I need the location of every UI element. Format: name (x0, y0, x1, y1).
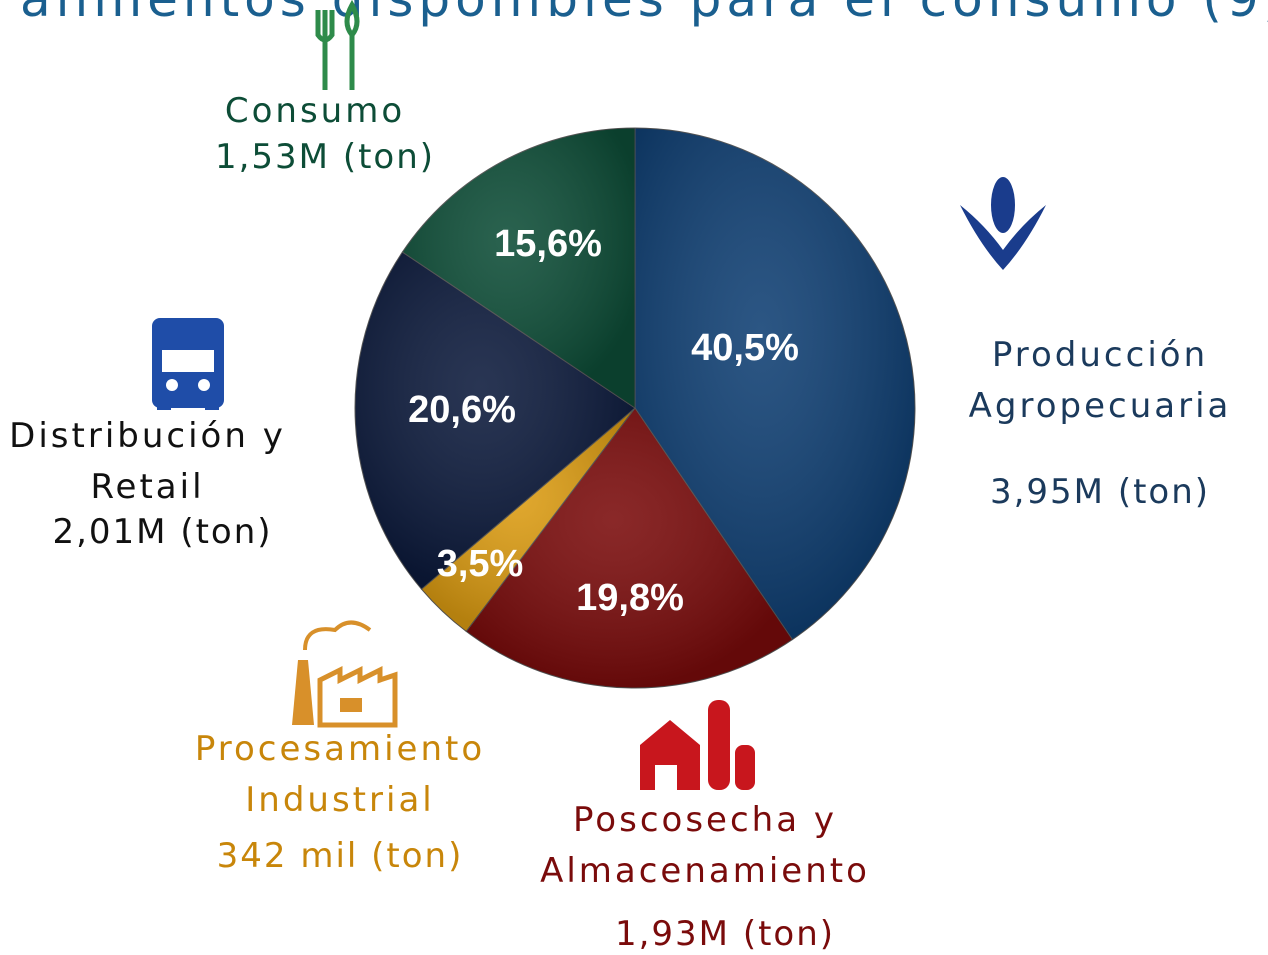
category-label: Procesamiento Industrial (194, 729, 486, 820)
slice-shade (421, 408, 635, 632)
amount-label: 1,93M (ton) (614, 914, 836, 954)
amount-label: 1,53M (ton) (214, 137, 436, 177)
slice-shade (354, 252, 635, 590)
chart-title: alimentos disponibles para el consumo (9… (20, 0, 1268, 28)
factory-icon (292, 620, 398, 728)
value-label: 20,6% (408, 389, 516, 431)
value-label: 19,8% (576, 577, 684, 619)
value-label: 15,6% (494, 223, 602, 265)
category-label: Distribución y Retail (9, 416, 286, 507)
slice-shade (466, 408, 793, 688)
value-label: 3,5% (437, 543, 524, 585)
category-label: Poscosecha y Almacenamiento (540, 800, 870, 891)
amount-label: 2,01M (ton) (52, 512, 273, 552)
category-label: Producción Agropecuaria (968, 335, 1232, 426)
barn-icon (640, 700, 755, 790)
amount-label: 342 mil (ton) (216, 836, 464, 876)
slice-shade (635, 128, 916, 640)
category-label: Consumo (224, 91, 406, 131)
corn-icon (960, 177, 1046, 270)
truck-icon (152, 318, 224, 410)
amount-label: 3,95M (ton) (989, 472, 1211, 512)
fork-knife-icon (315, 0, 360, 90)
pie: 40,5% 19,8% 3,5% 20,6% 15,6% (354, 127, 916, 689)
value-label: 40,5% (691, 327, 799, 369)
slice-shade (402, 127, 635, 408)
